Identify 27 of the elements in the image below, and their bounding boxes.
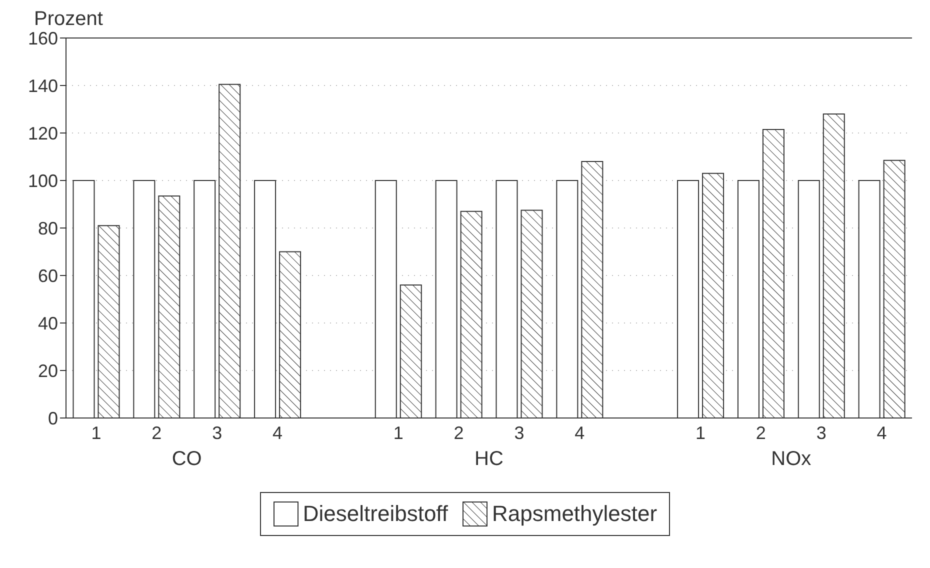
x-tick-label: 2 — [756, 422, 766, 443]
x-tick-label: 1 — [91, 422, 102, 443]
x-tick-label: 4 — [876, 422, 887, 443]
y-tick-label: 160 — [28, 28, 58, 48]
legend-label: Rapsmethylester — [491, 501, 658, 527]
y-axis-title: Prozent — [34, 8, 103, 31]
y-tick-label: 40 — [38, 313, 58, 334]
y-tick-label: 0 — [48, 408, 58, 428]
y-tick-label: 120 — [28, 123, 58, 144]
y-tick-label: 80 — [38, 218, 58, 238]
x-tick-label: 3 — [514, 422, 524, 443]
y-tick-label: 20 — [38, 360, 58, 381]
y-tick-label: 60 — [38, 266, 58, 286]
y-tick-label: 140 — [28, 76, 58, 96]
x-tick-label: 1 — [695, 422, 706, 443]
legend-label: Dieseltreibstoff — [302, 501, 448, 527]
text: CO — [170, 448, 203, 471]
x-tick-label: 4 — [574, 422, 585, 443]
x-tick-label: 2 — [454, 422, 464, 443]
y-tick-label: 100 — [28, 170, 58, 191]
text: NOx — [770, 448, 812, 471]
x-tick-label: 3 — [212, 422, 222, 443]
x-tick-label: 3 — [816, 422, 826, 443]
x-tick-label: 4 — [272, 422, 283, 443]
x-tick-label: 2 — [152, 422, 162, 443]
text: HC — [474, 448, 504, 471]
x-tick-label: 1 — [393, 422, 404, 443]
